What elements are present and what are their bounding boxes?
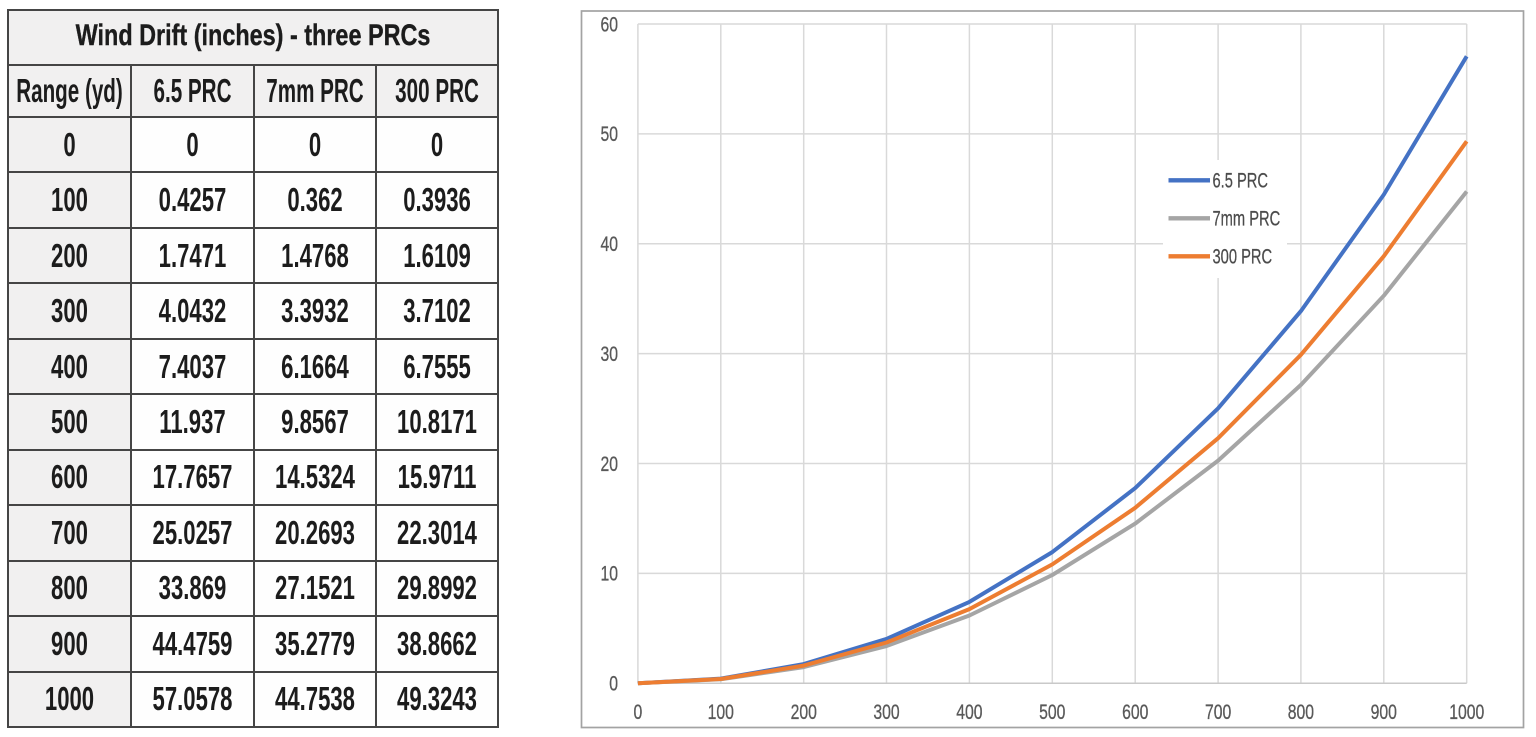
svg-text:700: 700 bbox=[1205, 700, 1231, 724]
svg-text:0: 0 bbox=[609, 671, 618, 695]
svg-text:6.5 PRC: 6.5 PRC bbox=[1213, 169, 1269, 192]
svg-text:500: 500 bbox=[1039, 700, 1065, 724]
svg-text:900: 900 bbox=[1371, 700, 1397, 724]
svg-text:60: 60 bbox=[600, 12, 618, 36]
svg-text:600: 600 bbox=[1122, 700, 1148, 724]
svg-text:50: 50 bbox=[600, 122, 618, 146]
svg-text:300: 300 bbox=[873, 700, 899, 724]
svg-text:20: 20 bbox=[600, 452, 618, 476]
svg-text:200: 200 bbox=[791, 700, 817, 724]
svg-text:100: 100 bbox=[708, 700, 734, 724]
svg-text:400: 400 bbox=[956, 700, 982, 724]
svg-text:40: 40 bbox=[600, 232, 618, 256]
svg-text:0: 0 bbox=[634, 700, 643, 724]
svg-text:300 PRC: 300 PRC bbox=[1213, 245, 1273, 268]
svg-text:7mm PRC: 7mm PRC bbox=[1213, 207, 1281, 230]
svg-text:800: 800 bbox=[1288, 700, 1314, 724]
svg-text:1000: 1000 bbox=[1449, 700, 1484, 724]
svg-text:10: 10 bbox=[600, 561, 618, 585]
svg-text:30: 30 bbox=[600, 342, 618, 366]
